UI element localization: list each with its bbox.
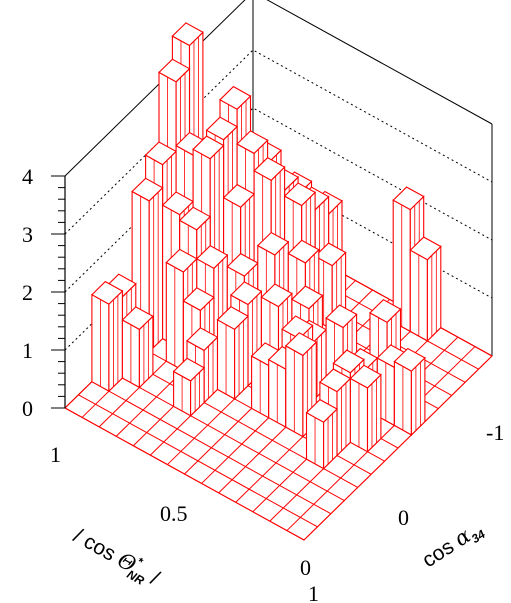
- bar-top-face: [314, 242, 347, 267]
- bar: [121, 306, 154, 389]
- y-axis-title: cos α34: [418, 516, 488, 575]
- bar-top-face: [121, 306, 154, 331]
- bar-top-face: [369, 299, 402, 323]
- y-tick-label: 0: [398, 505, 409, 530]
- bar-top-face: [131, 177, 164, 202]
- bar-top-face: [260, 283, 293, 308]
- bar-top-face: [283, 182, 317, 207]
- bar: [172, 357, 206, 418]
- z-tick-label: 3: [22, 222, 33, 247]
- bar-top-face: [256, 231, 290, 256]
- bar-top-face: [219, 85, 252, 110]
- x-tick-label: 1: [50, 442, 61, 467]
- z-tick-label: 4: [22, 164, 33, 189]
- bar-top-face: [253, 157, 286, 181]
- bar-front-face: [234, 314, 249, 401]
- z-tick-label: 0: [22, 396, 33, 421]
- floor-line: [64, 407, 305, 541]
- bar-top-face: [305, 398, 338, 423]
- bar: [305, 398, 338, 470]
- x-tick-label: 0: [300, 555, 311, 580]
- z-tick-label: 1: [22, 338, 33, 363]
- floor-line: [78, 394, 318, 528]
- bar-top-face: [287, 239, 320, 264]
- bar-top-face: [229, 281, 263, 306]
- bar-top-face: [171, 22, 204, 47]
- bars-group: [90, 22, 442, 470]
- bar-top-face: [172, 357, 206, 382]
- bar: [409, 236, 442, 343]
- bar: [349, 364, 382, 454]
- bar: [216, 306, 249, 401]
- bar-top-face: [158, 58, 191, 83]
- y-tick-label: 1: [308, 581, 319, 603]
- bar-top-face: [325, 304, 358, 329]
- z-tick-label: 2: [22, 280, 33, 305]
- bar-top-face: [178, 206, 212, 231]
- bar-top-face: [195, 245, 229, 269]
- grid-line-z3: [64, 49, 493, 235]
- bar-top-face: [409, 236, 442, 261]
- bar-top-face: [290, 285, 324, 310]
- bar-top-face: [90, 280, 124, 305]
- bar-top-face: [192, 135, 225, 160]
- bar-top-face: [216, 306, 249, 330]
- z-axis-ticks: [51, 175, 65, 409]
- x-tick-label: 0.5: [160, 501, 188, 526]
- bar: [393, 347, 426, 437]
- top-back-edges: [64, 0, 493, 177]
- bar-top-face: [392, 186, 425, 211]
- bar-top-face: [393, 347, 426, 372]
- bar-top-face: [236, 130, 269, 155]
- bar-top-face: [284, 332, 318, 357]
- bar-top-face: [349, 364, 382, 389]
- x-axis-title: / cos Θ*NR /: [68, 522, 165, 594]
- bar-front-face: [426, 245, 442, 343]
- bar-top-face: [205, 116, 239, 141]
- y-tick-label: -1: [486, 420, 504, 445]
- bar-top-face: [281, 315, 314, 340]
- bar-top-face: [182, 287, 215, 312]
- floor-line: [91, 381, 332, 515]
- bar-front-face: [108, 289, 123, 393]
- bar-top-face: [332, 349, 365, 374]
- bar: [90, 280, 124, 393]
- floor-line: [105, 368, 345, 502]
